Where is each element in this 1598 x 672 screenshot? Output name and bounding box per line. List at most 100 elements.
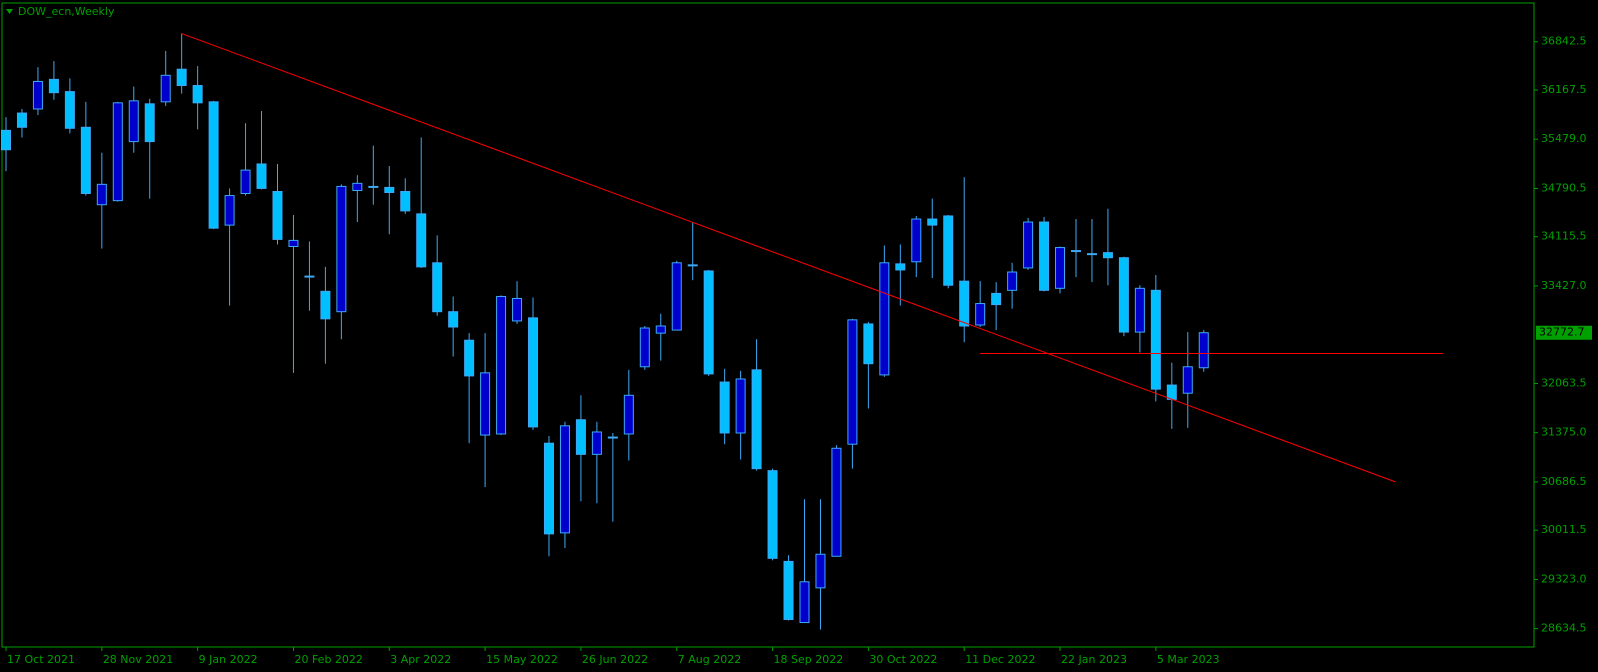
- y-tick-label: 30011.5: [1541, 523, 1587, 536]
- y-tick-label: 34115.5: [1541, 230, 1587, 243]
- bear-candle-body: [991, 292, 1002, 306]
- y-tick-label: 35479.0: [1541, 132, 1587, 145]
- bull-candle-body: [160, 74, 171, 103]
- bear-candle-body: [895, 263, 906, 271]
- bull-candle-body: [224, 195, 235, 226]
- x-tick-label: 22 Jan 2023: [1061, 653, 1127, 666]
- x-tick-label: 30 Oct 2022: [869, 653, 937, 666]
- bull-candle-body: [112, 102, 123, 202]
- x-tick-label: 11 Dec 2022: [965, 653, 1035, 666]
- bear-candle-body: [16, 112, 27, 128]
- bull-candle-body: [1007, 271, 1018, 291]
- y-tick-label: 32063.5: [1541, 376, 1587, 389]
- bull-candle-body: [1198, 332, 1209, 369]
- bear-candle-body: [943, 215, 954, 286]
- y-tick-label: 34790.5: [1541, 181, 1587, 194]
- bull-candle-body: [975, 303, 986, 326]
- bear-candle-body: [432, 262, 443, 313]
- y-tick-label: 31375.0: [1541, 426, 1587, 439]
- bear-candle-body: [416, 213, 427, 268]
- bear-candle-body: [320, 290, 331, 320]
- chart-title: DOW_ecn,Weekly: [18, 5, 115, 18]
- bull-candle-body: [1134, 287, 1145, 333]
- bull-candle-body: [1182, 366, 1193, 394]
- bear-candle-body: [464, 339, 475, 377]
- y-tick-label: 36842.5: [1541, 35, 1587, 48]
- bear-candle-body: [1150, 289, 1161, 390]
- bear-candle-body: [64, 91, 75, 129]
- bear-candle-body: [703, 270, 714, 375]
- bear-candle-body: [687, 264, 698, 267]
- x-tick-label: 5 Mar 2023: [1157, 653, 1220, 666]
- price-label: 32772.7: [1539, 326, 1585, 339]
- bear-candle-body: [575, 419, 586, 455]
- bear-candle-body: [1118, 257, 1129, 333]
- bull-candle-body: [336, 185, 347, 313]
- bull-candle-body: [847, 319, 858, 445]
- bull-candle-body: [128, 100, 139, 143]
- bull-candle-body: [352, 182, 363, 191]
- bear-candle-body: [927, 218, 938, 226]
- bear-candle-body: [144, 103, 155, 143]
- bull-candle-body: [32, 80, 43, 110]
- bear-candle-body: [448, 311, 459, 328]
- bull-candle-body: [1023, 221, 1034, 269]
- bull-candle-body: [1055, 247, 1066, 289]
- bear-candle-body: [256, 163, 267, 189]
- x-tick-label: 20 Feb 2022: [294, 653, 362, 666]
- bear-candle-body: [543, 442, 554, 535]
- x-tick-label: 3 Apr 2022: [390, 653, 451, 666]
- bear-candle-body: [719, 381, 730, 434]
- bear-candle-body: [304, 275, 315, 278]
- bull-candle-body: [831, 447, 842, 557]
- bull-candle-body: [639, 327, 650, 368]
- bull-candle-body: [288, 239, 299, 247]
- y-tick-label: 36167.5: [1541, 83, 1587, 96]
- bull-candle-body: [496, 295, 507, 435]
- y-tick-label: 29323.0: [1541, 572, 1587, 585]
- bear-candle-body: [528, 317, 539, 428]
- bear-candle-body: [48, 78, 59, 94]
- bull-candle-body: [735, 378, 746, 434]
- bear-candle-body: [1086, 253, 1097, 256]
- price-box: [1536, 325, 1592, 340]
- bear-candle-body: [863, 323, 874, 365]
- bear-candle-body: [607, 436, 618, 439]
- bull-candle-body: [591, 431, 602, 455]
- bear-candle-body: [783, 560, 794, 620]
- bull-candle-body: [559, 425, 570, 534]
- bull-candle-body: [911, 218, 922, 263]
- title-arrow: [6, 9, 13, 14]
- bull-candle-body: [96, 183, 107, 206]
- bear-candle-body: [192, 85, 203, 104]
- x-tick-label: 17 Oct 2021: [7, 653, 75, 666]
- bear-candle-body: [767, 470, 778, 559]
- bull-candle-body: [671, 262, 682, 331]
- bear-candle-body: [272, 190, 283, 240]
- bear-candle-body: [751, 369, 762, 470]
- bull-candle-body: [512, 297, 523, 322]
- trendline: [181, 33, 1396, 483]
- y-tick-label: 30686.5: [1541, 475, 1587, 488]
- bull-candle-body: [799, 581, 810, 624]
- x-tick-label: 15 May 2022: [486, 653, 558, 666]
- bull-candle-body: [815, 553, 826, 589]
- bear-candle-body: [1, 129, 11, 151]
- bear-candle-body: [1166, 384, 1177, 400]
- bear-candle-body: [384, 186, 395, 193]
- bear-candle-body: [368, 185, 379, 188]
- bull-candle-body: [480, 372, 491, 436]
- bull-candle-body: [623, 394, 634, 435]
- bear-candle-body: [400, 190, 411, 212]
- bear-candle-body: [1102, 252, 1113, 259]
- bear-candle-body: [959, 280, 970, 327]
- bear-candle-body: [1039, 221, 1050, 291]
- y-tick-label: 33427.0: [1541, 279, 1587, 292]
- x-tick-label: 26 Jun 2022: [582, 653, 648, 666]
- x-tick-label: 9 Jan 2022: [199, 653, 258, 666]
- bull-candle-body: [879, 262, 890, 376]
- plot-frame: [1, 2, 1535, 648]
